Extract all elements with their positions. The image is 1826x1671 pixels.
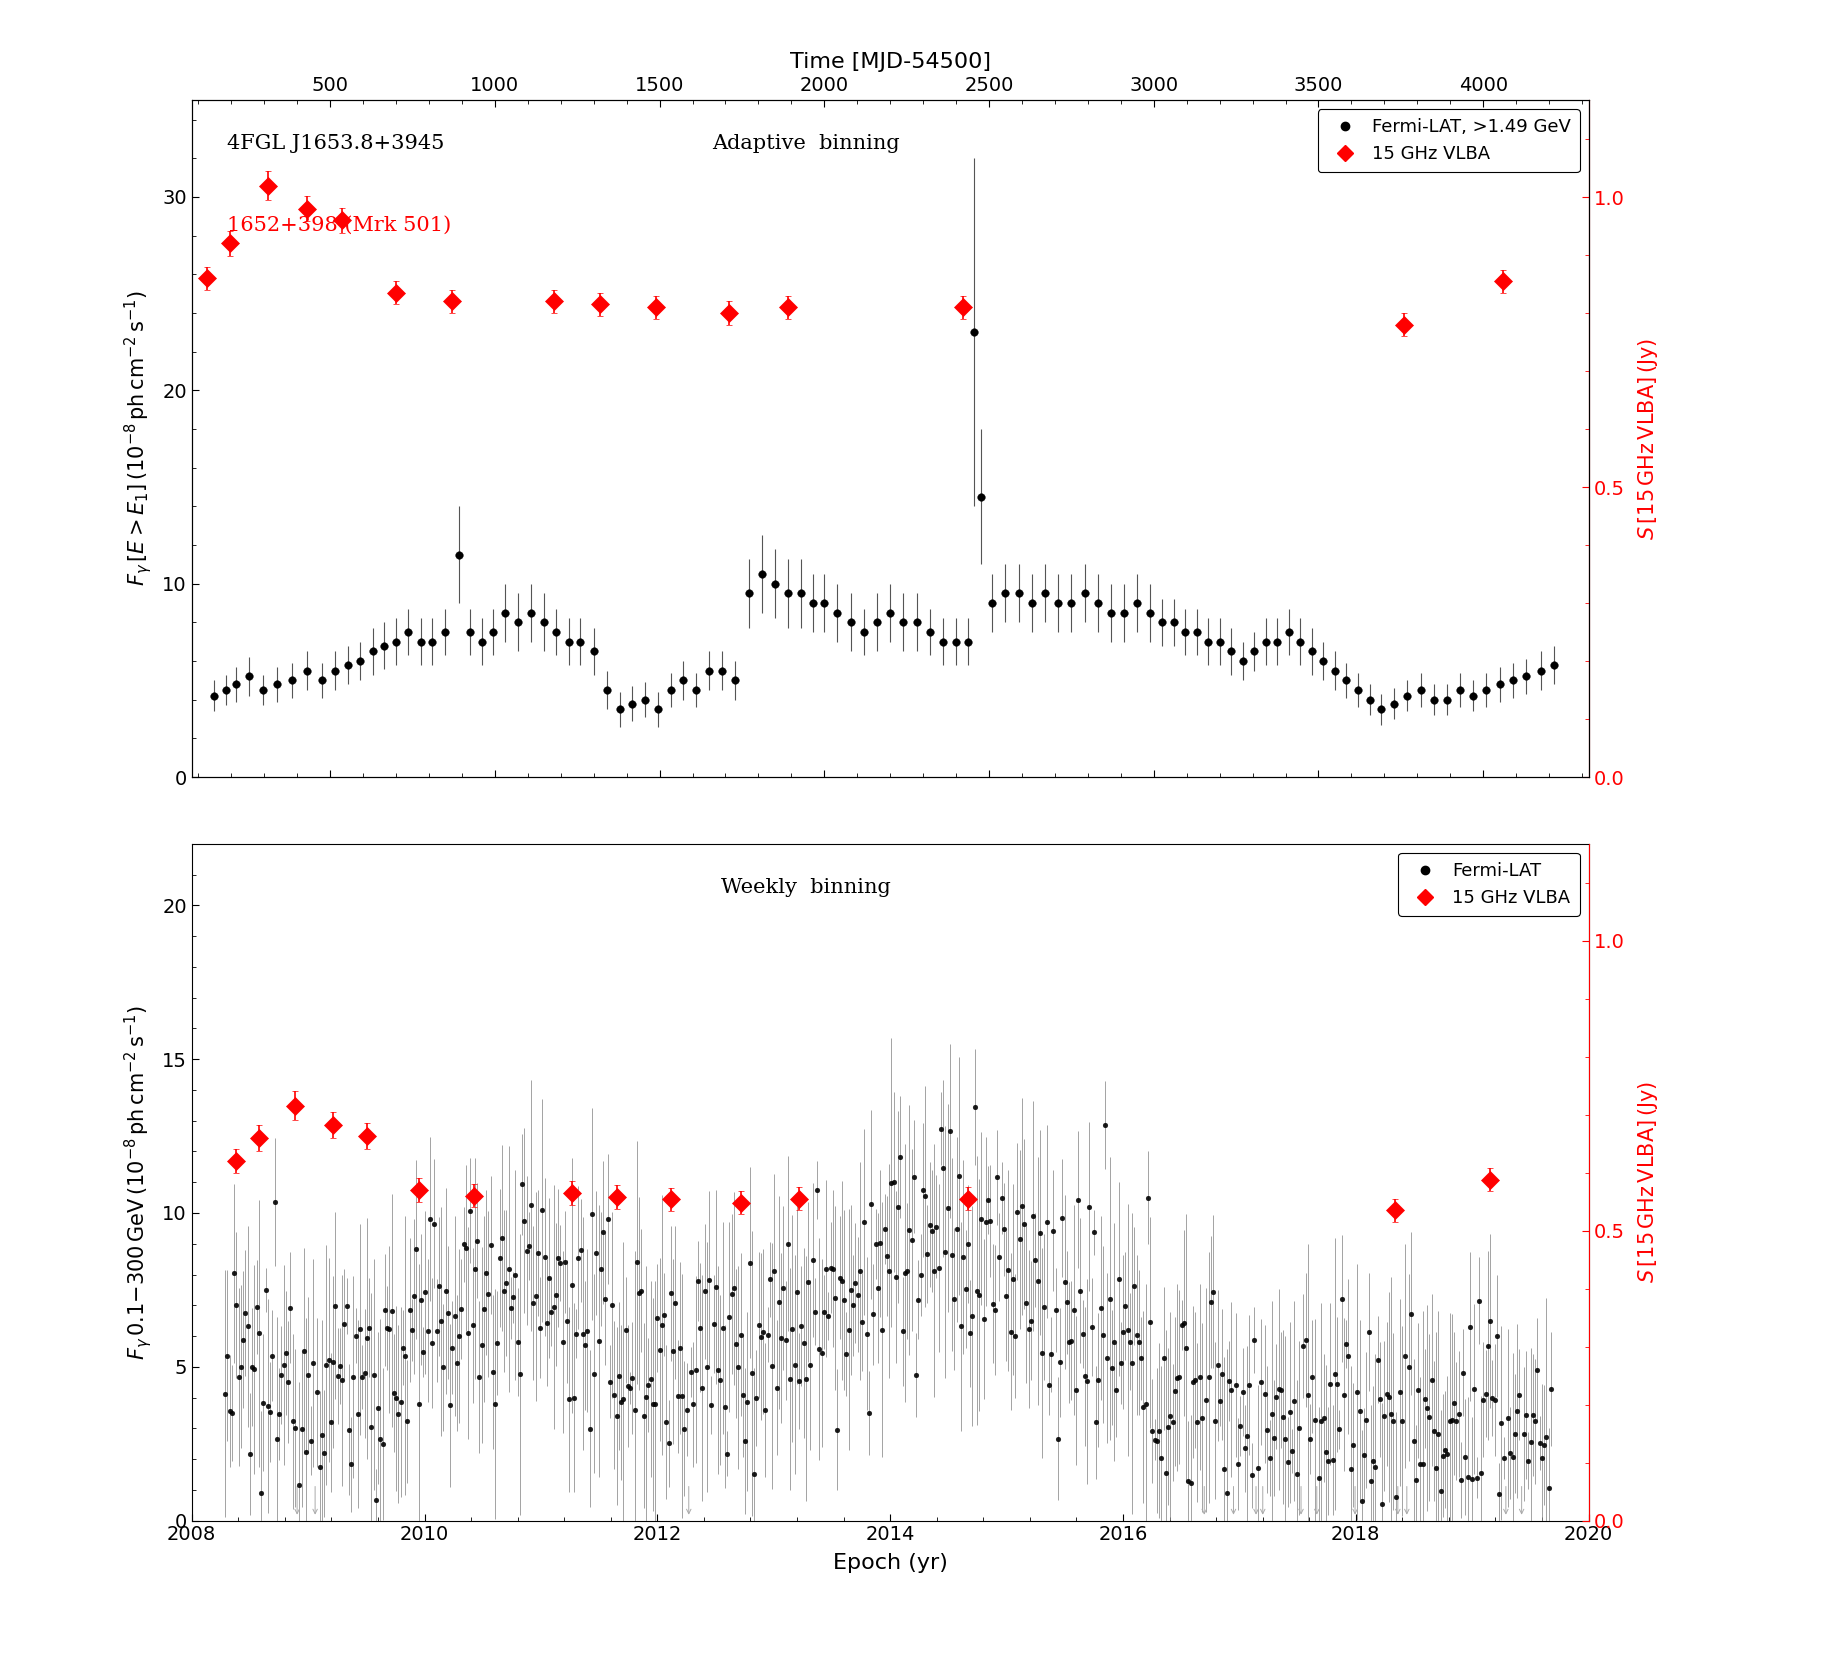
Text: 4FGL J1653.8+3945: 4FGL J1653.8+3945 [226, 134, 444, 154]
Text: Adaptive  binning: Adaptive binning [712, 134, 900, 154]
X-axis label: Time [MJD-54500]: Time [MJD-54500] [789, 52, 992, 72]
Y-axis label: $S\,[15\,\mathrm{GHz\,VLBA}]\,(\mathrm{Jy})$: $S\,[15\,\mathrm{GHz\,VLBA}]\,(\mathrm{J… [1636, 1081, 1660, 1283]
Y-axis label: $F_{\gamma}\,[E>E_1]\,(10^{-8}\,\mathrm{ph\,cm^{-2}\,s^{-1}})$: $F_{\gamma}\,[E>E_1]\,(10^{-8}\,\mathrm{… [122, 291, 153, 587]
Y-axis label: $S\,[15\,\mathrm{GHz\,VLBA}]\,(\mathrm{Jy})$: $S\,[15\,\mathrm{GHz\,VLBA}]\,(\mathrm{J… [1636, 338, 1660, 540]
Legend: Fermi-LAT, 15 GHz VLBA: Fermi-LAT, 15 GHz VLBA [1399, 852, 1579, 916]
Legend: Fermi-LAT, >1.49 GeV, 15 GHz VLBA: Fermi-LAT, >1.49 GeV, 15 GHz VLBA [1318, 109, 1579, 172]
X-axis label: Epoch (yr): Epoch (yr) [833, 1552, 948, 1572]
Y-axis label: $F_{\gamma}\,0.1\mathrm{-}300\,\mathrm{GeV}\,(10^{-8}\,\mathrm{ph\,cm^{-2}\,s^{-: $F_{\gamma}\,0.1\mathrm{-}300\,\mathrm{G… [122, 1004, 153, 1360]
Text: Weekly  binning: Weekly binning [721, 877, 891, 897]
Text: 1652+398 (Mrk 501): 1652+398 (Mrk 501) [226, 216, 451, 234]
